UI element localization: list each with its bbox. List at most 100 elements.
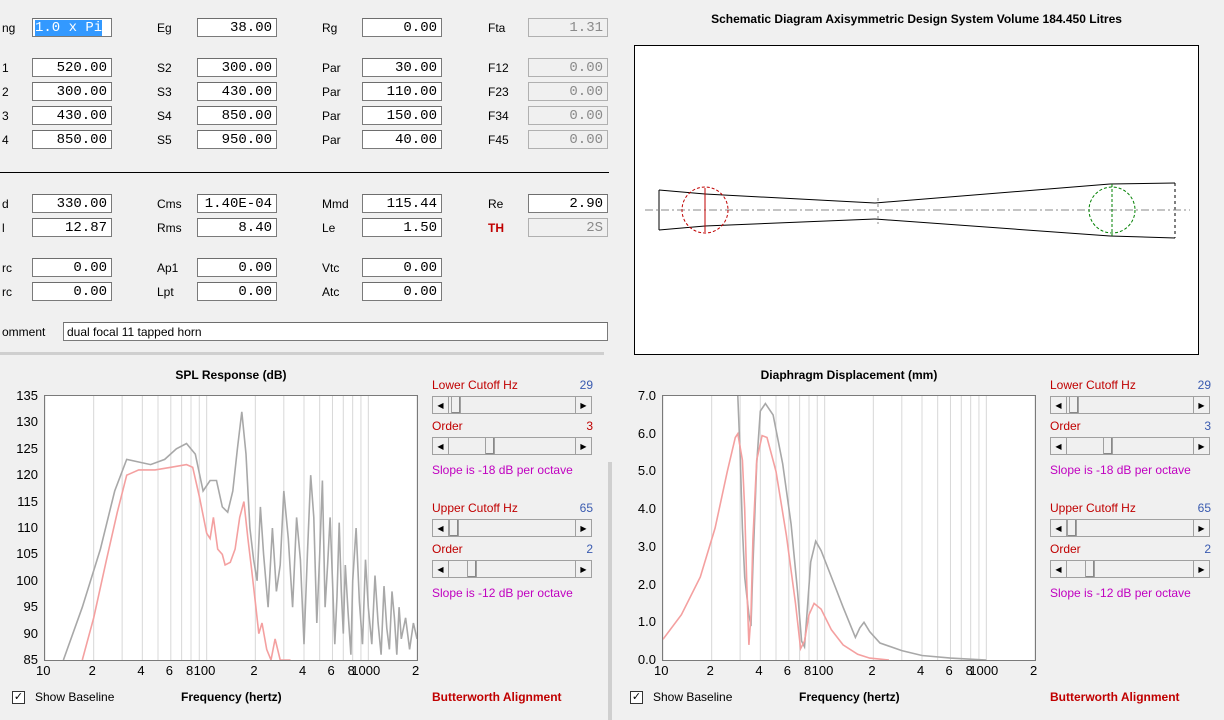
arrow-right-icon[interactable]: ▶	[1193, 438, 1209, 454]
panel-splitter[interactable]	[608, 462, 612, 720]
param-label: Vtc	[322, 261, 340, 275]
y-tick-label: 105	[16, 546, 38, 562]
param-label: Rms	[157, 221, 182, 235]
x-tick-label: 4	[298, 663, 307, 678]
spl-upper-order-label: Order	[432, 542, 463, 556]
param-field[interactable]: 0.00	[197, 282, 277, 301]
param-field[interactable]: 430.00	[197, 82, 277, 101]
disp-alignment-label: Butterworth Alignment	[1050, 690, 1180, 704]
param-field[interactable]: 850.00	[197, 106, 277, 125]
slider-thumb[interactable]	[451, 396, 461, 414]
param-label: l	[2, 221, 5, 235]
spl-lower-cutoff-value: 29	[579, 378, 593, 392]
param-field[interactable]: 0.00	[32, 282, 112, 301]
arrow-right-icon[interactable]: ▶	[575, 397, 591, 413]
spl-upper-order-slider[interactable]: ◀ ▶	[432, 560, 592, 578]
disp-lower-order-slider[interactable]: ◀ ▶	[1050, 437, 1210, 455]
spl-upper-cutoff-slider[interactable]: ◀ ▶	[432, 519, 592, 537]
param-field-readonly: 0.00	[528, 58, 608, 77]
param-field[interactable]: 0.00	[362, 258, 442, 277]
spl-xlabel: Frequency (hertz)	[181, 690, 282, 704]
x-tick-label: 8	[965, 663, 973, 678]
arrow-left-icon[interactable]: ◀	[433, 520, 449, 536]
spl-lower-order-slider[interactable]: ◀ ▶	[432, 437, 592, 455]
slider-thumb[interactable]	[1103, 437, 1113, 455]
param-field[interactable]: 0.00	[362, 282, 442, 301]
arrow-left-icon[interactable]: ◀	[433, 438, 449, 454]
disp-chart	[662, 395, 1036, 661]
param-label: 4	[2, 133, 9, 147]
section-divider	[0, 172, 609, 173]
param-field-readonly: 0.00	[528, 130, 608, 149]
schematic-diagram	[645, 182, 1190, 239]
disp-plot-area	[662, 395, 1036, 661]
arrow-left-icon[interactable]: ◀	[1051, 561, 1067, 577]
disp-show-baseline-checkbox[interactable]: ✓	[630, 691, 643, 704]
param-label: Cms	[157, 197, 182, 211]
param-field[interactable]: 1.40E-04	[197, 194, 277, 213]
param-field[interactable]: 300.00	[197, 58, 277, 77]
param-field[interactable]: 0.00	[32, 258, 112, 277]
disp-upper-cutoff-label: Upper Cutoff Hz	[1050, 501, 1136, 515]
disp-upper-cutoff-slider[interactable]: ◀ ▶	[1050, 519, 1210, 537]
param-field[interactable]: 30.00	[362, 58, 442, 77]
arrow-left-icon[interactable]: ◀	[433, 397, 449, 413]
param-field[interactable]: 1.0 x Pi	[32, 18, 112, 37]
param-label: rc	[2, 285, 12, 299]
arrow-right-icon[interactable]: ▶	[1193, 397, 1209, 413]
arrow-right-icon[interactable]: ▶	[575, 561, 591, 577]
arrow-left-icon[interactable]: ◀	[1051, 520, 1067, 536]
param-field[interactable]: 330.00	[32, 194, 112, 213]
arrow-right-icon[interactable]: ▶	[1193, 561, 1209, 577]
x-tick-label: 4	[916, 663, 925, 678]
series-line-red	[81, 463, 291, 663]
spl-show-baseline-checkbox[interactable]: ✓	[12, 691, 25, 704]
arrow-left-icon[interactable]: ◀	[433, 561, 449, 577]
arrow-right-icon[interactable]: ▶	[575, 520, 591, 536]
spl-lower-cutoff-slider[interactable]: ◀ ▶	[432, 396, 592, 414]
comment-field[interactable]: dual focal 11 tapped horn	[63, 322, 608, 341]
x-tick-label: 2	[868, 663, 876, 678]
param-field[interactable]: 115.44	[362, 194, 442, 213]
slider-thumb[interactable]	[1069, 396, 1079, 414]
x-tick-label: 100	[811, 663, 834, 678]
slider-thumb[interactable]	[467, 560, 477, 578]
param-field[interactable]: 40.00	[362, 130, 442, 149]
param-field[interactable]: 850.00	[32, 130, 112, 149]
slider-thumb[interactable]	[485, 437, 495, 455]
arrow-left-icon[interactable]: ◀	[1051, 397, 1067, 413]
param-label: 3	[2, 109, 9, 123]
param-field[interactable]: 0.00	[197, 258, 277, 277]
param-field[interactable]: 38.00	[197, 18, 277, 37]
slider-thumb[interactable]	[449, 519, 459, 537]
disp-show-baseline-label[interactable]: Show Baseline	[653, 690, 733, 704]
y-tick-label: 0.0	[637, 652, 656, 667]
param-field[interactable]: 8.40	[197, 218, 277, 237]
param-field[interactable]: 2.90	[528, 194, 608, 213]
param-field[interactable]: 950.00	[197, 130, 277, 149]
param-field[interactable]: 300.00	[32, 82, 112, 101]
param-field[interactable]: 12.87	[32, 218, 112, 237]
disp-lower-cutoff-slider[interactable]: ◀ ▶	[1050, 396, 1210, 414]
arrow-left-icon[interactable]: ◀	[1051, 438, 1067, 454]
arrow-right-icon[interactable]: ▶	[575, 438, 591, 454]
slider-thumb[interactable]	[1085, 560, 1095, 578]
spl-upper-order-value: 2	[586, 542, 593, 556]
param-field[interactable]: 430.00	[32, 106, 112, 125]
spl-upper-slope-note: Slope is -12 dB per octave	[432, 586, 573, 600]
schematic-panel	[634, 45, 1199, 355]
param-field[interactable]: 520.00	[32, 58, 112, 77]
param-label: Eg	[157, 21, 172, 35]
arrow-right-icon[interactable]: ▶	[1193, 520, 1209, 536]
x-tick-label: 8	[803, 663, 812, 678]
slider-thumb[interactable]	[1067, 519, 1077, 537]
spl-show-baseline-label[interactable]: Show Baseline	[35, 690, 115, 704]
disp-upper-order-slider[interactable]: ◀ ▶	[1050, 560, 1210, 578]
param-field[interactable]: 0.00	[362, 18, 442, 37]
param-field[interactable]: 1.50	[362, 218, 442, 237]
disp-lower-slope-note: Slope is -18 dB per octave	[1050, 463, 1191, 477]
param-label: S3	[157, 85, 172, 99]
param-field[interactable]: 150.00	[362, 106, 442, 125]
driver-position-marker-red	[681, 186, 729, 234]
param-field[interactable]: 110.00	[362, 82, 442, 101]
